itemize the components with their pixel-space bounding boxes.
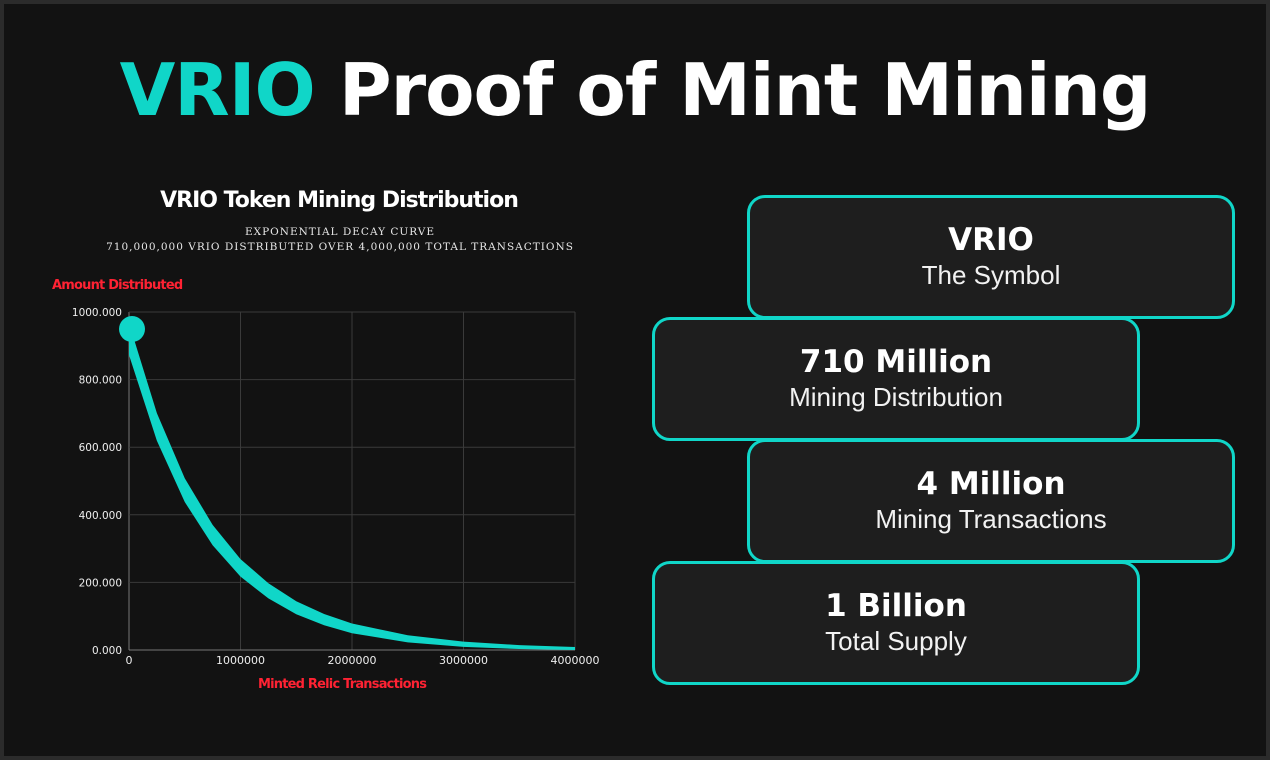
curve-start-point [119,316,145,343]
card-value: 4 Million [916,466,1066,502]
x-axis-label: Minted Relic Transactions [258,677,427,692]
card-mining-transactions: 4 Million Mining Transactions [747,439,1235,563]
card-total-supply: 1 Billion Total Supply [652,561,1140,685]
card-value: VRIO [948,222,1034,258]
decay-curve [129,323,575,650]
card-label: The Symbol [921,260,1061,290]
card-label: Mining Distribution [789,382,1003,412]
y-tick-label: 200.000 [79,577,122,589]
y-tick-label: 0.000 [92,645,122,657]
chart-title: VRIO Token Mining Distribution [160,188,519,213]
y-tick-label: 800.000 [79,375,122,387]
x-tick-label: 2000000 [328,654,377,667]
title-accent: VRIO [119,48,316,132]
card-label: Mining Transactions [875,504,1107,534]
card-symbol: VRIO The Symbol [747,195,1235,319]
title-rest: Proof of Mint Mining [314,48,1152,132]
page-title: VRIO Proof of Mint Mining [0,48,1270,132]
chart: 0 1000000 2000000 3000000 4000000 0.000 200.00… [72,307,600,667]
card-label: Total Supply [825,626,967,656]
y-tick-label: 400.000 [79,510,122,522]
chart-subtitle-2: 710,000,000 VRIO DISTRIBUTED OVER 4,000,… [106,241,574,253]
y-tick-label: 600.000 [79,442,122,454]
card-value: 1 Billion [825,588,967,624]
y-axis-label: Amount Distributed [52,278,183,293]
card-value: 710 Million [799,344,993,380]
x-tick-label: 0 [126,654,133,667]
x-tick-label: 4000000 [551,654,600,667]
y-tick-label: 1000.000 [72,307,122,319]
x-tick-label: 1000000 [216,654,265,667]
x-tick-label: 3000000 [439,654,488,667]
card-mining-distribution: 710 Million Mining Distribution [652,317,1140,441]
chart-subtitle-1: EXPONENTIAL DECAY CURVE [244,226,436,238]
